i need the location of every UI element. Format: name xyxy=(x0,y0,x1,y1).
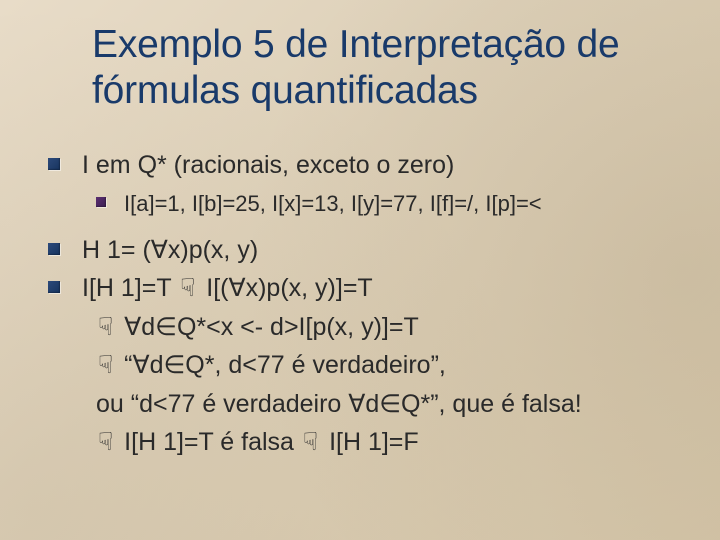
list-item: H 1= (∀x)p(x, y) xyxy=(48,233,690,268)
text-segment: I[H 1]=F xyxy=(322,428,419,456)
bullet-text: ☟ I[H 1]=T é falsa ☟ I[H 1]=F xyxy=(96,425,419,460)
text-segment: “∀d∈Q*, d<77 é verdadeiro”, xyxy=(117,351,446,379)
bullet-text: ☟ ∀d∈Q*<x <- d>I[p(x, y)]=T xyxy=(96,310,419,345)
pointer-icon: ☟ xyxy=(96,425,117,460)
continuation-line: ☟ “∀d∈Q*, d<77 é verdadeiro”, xyxy=(96,348,690,383)
list-item: I em Q* (racionais, exceto o zero) xyxy=(48,148,690,183)
list-item: I[H 1]=T ☟ I[(∀x)p(x, y)]=T xyxy=(48,271,690,306)
pointer-icon: ☟ xyxy=(96,348,117,383)
text-segment: ∀d∈Q*<x <- d>I[p(x, y)]=T xyxy=(117,313,418,341)
bullet-text: ☟ “∀d∈Q*, d<77 é verdadeiro”, xyxy=(96,348,446,383)
bullet-text: ou “d<77 é verdadeiro ∀d∈Q*”, que é fals… xyxy=(96,387,582,422)
bullet-icon xyxy=(48,281,60,293)
bullet-icon xyxy=(48,158,60,170)
pointer-icon: ☟ xyxy=(96,310,117,345)
bullet-text: I[H 1]=T ☟ I[(∀x)p(x, y)]=T xyxy=(82,271,373,306)
bullet-text: I[a]=1, I[b]=25, I[x]=13, I[y]=77, I[f]=… xyxy=(124,189,542,219)
pointer-icon: ☟ xyxy=(301,425,322,460)
bullet-text: I em Q* (racionais, exceto o zero) xyxy=(82,148,454,183)
text-segment: I[(∀x)p(x, y)]=T xyxy=(199,274,372,302)
pointer-icon: ☟ xyxy=(178,271,199,306)
bullet-text: H 1= (∀x)p(x, y) xyxy=(82,233,258,268)
continuation-line: ☟ I[H 1]=T é falsa ☟ I[H 1]=F xyxy=(96,425,690,460)
continuation-line: ☟ ∀d∈Q*<x <- d>I[p(x, y)]=T xyxy=(96,310,690,345)
bullet-icon xyxy=(96,197,106,207)
bullet-icon xyxy=(48,243,60,255)
slide: Exemplo 5 de Interpretação de fórmulas q… xyxy=(0,0,720,540)
continuation-line: ou “d<77 é verdadeiro ∀d∈Q*”, que é fals… xyxy=(96,387,690,422)
text-segment: I[H 1]=T xyxy=(82,274,178,302)
slide-title: Exemplo 5 de Interpretação de fórmulas q… xyxy=(92,22,690,114)
slide-body: I em Q* (racionais, exceto o zero) I[a]=… xyxy=(48,148,690,460)
list-item: I[a]=1, I[b]=25, I[x]=13, I[y]=77, I[f]=… xyxy=(96,189,690,219)
text-segment: I[H 1]=T é falsa xyxy=(117,428,301,456)
